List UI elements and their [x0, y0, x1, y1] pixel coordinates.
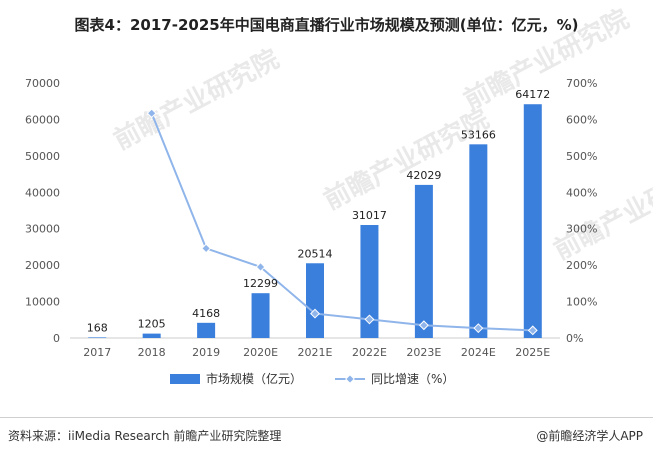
data-labels: 168 1205 4168 12299 20514 31017 42029 53166 6417… — [87, 88, 551, 334]
line-point — [473, 323, 484, 334]
y-right-tick-label: 700% — [566, 77, 597, 90]
y-right-tick-label: 600% — [566, 113, 597, 126]
x-tick-label: 2017 — [83, 346, 111, 359]
x-tick-label: 2025E — [515, 346, 550, 359]
chart-title: 图表4：2017-2025年中国电商直播行业市场规模及预测(单位：亿元，%) — [74, 16, 579, 34]
bar — [251, 293, 270, 338]
growth-line — [150, 112, 533, 332]
bar — [414, 184, 433, 338]
line-point — [310, 308, 320, 319]
bar — [197, 322, 216, 338]
bar-data-label: 31017 — [352, 209, 387, 222]
bar — [88, 337, 107, 338]
x-tick-label: 2020E — [243, 346, 278, 359]
legend-label-bar: 市场规模（亿元） — [206, 371, 302, 386]
bar-data-label: 53166 — [461, 128, 496, 141]
y-right-tick-label: 500% — [566, 150, 597, 163]
y-left-tick-label: 0 — [53, 332, 60, 345]
bar — [306, 263, 324, 338]
line-point — [527, 325, 538, 336]
line-point — [255, 262, 266, 272]
line-series — [146, 108, 538, 336]
legend-swatch-bar — [170, 374, 200, 384]
y-right-tick-label: 0% — [566, 332, 583, 345]
bar-data-label: 168 — [87, 321, 108, 334]
watermark-text: 前瞻产业研究院 — [109, 43, 284, 156]
x-tick-label: 2024E — [461, 346, 496, 359]
y-left-tick-label: 10000 — [25, 296, 60, 309]
watermark-text: 前瞻产业研究院 — [319, 103, 494, 216]
bar-data-label: 4168 — [192, 307, 220, 320]
y-left-tick-label: 70000 — [25, 77, 60, 90]
bar — [523, 104, 542, 339]
y-left-tick-label: 60000 — [25, 113, 60, 126]
bar — [360, 225, 379, 338]
y-left-tick-label: 20000 — [25, 259, 60, 272]
legend: 市场规模（亿元） 同比增速（%） — [170, 371, 454, 386]
y-right-tick-label: 400% — [566, 186, 597, 199]
legend-label-line: 同比增速（%） — [371, 372, 454, 386]
line-point — [146, 108, 157, 119]
y-right-tick-label: 300% — [566, 223, 597, 236]
bar — [142, 333, 161, 338]
x-tick-label: 2018 — [138, 346, 166, 359]
bar-data-label: 20514 — [298, 247, 333, 260]
x-tick-label: 2022E — [352, 346, 387, 359]
legend-swatch-marker — [345, 374, 355, 384]
bar-data-label: 64172 — [515, 88, 550, 101]
y-left-tick-label: 30000 — [25, 223, 60, 236]
x-tick-label: 2021E — [298, 346, 333, 359]
bar-data-label: 1205 — [138, 318, 166, 331]
brand-mark: @前瞻经济学人APP — [536, 429, 643, 443]
x-tick-label: 2019 — [192, 346, 220, 359]
y-left-tick-label: 40000 — [25, 186, 60, 199]
footer-divider — [0, 417, 653, 418]
bar-data-label: 12299 — [243, 277, 278, 290]
y-left-tick-label: 50000 — [25, 150, 60, 163]
source-note: 资料来源：iiMedia Research 前瞻产业研究院整理 — [8, 429, 282, 443]
line-point — [201, 243, 212, 254]
y-right-tick-label: 200% — [566, 259, 597, 272]
x-tick-label: 2023E — [406, 346, 441, 359]
line-point — [364, 314, 375, 325]
line-point — [418, 320, 429, 331]
bar-data-label: 42029 — [406, 169, 441, 182]
watermark-text: 前瞻产业研究院 — [549, 153, 653, 266]
bar — [469, 144, 488, 338]
bar-series — [88, 104, 542, 339]
y-right-tick-label: 100% — [566, 296, 597, 309]
